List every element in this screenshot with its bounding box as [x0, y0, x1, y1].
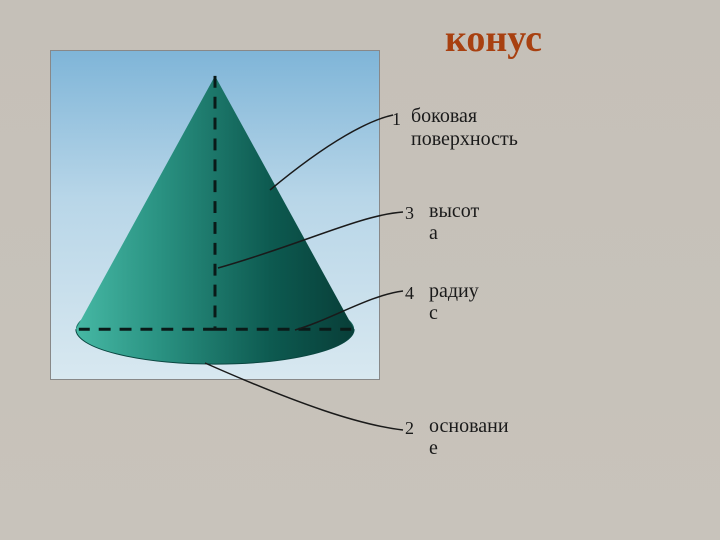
- label-number-4: 4: [405, 283, 414, 304]
- label-number-3: 3: [405, 203, 414, 224]
- label-text-4: радиу с: [429, 280, 479, 324]
- label-text-1: боковая поверхность: [411, 105, 518, 151]
- label-number-1: 1: [392, 109, 401, 130]
- cone-image-panel: [50, 50, 380, 380]
- label-text-2: основани е: [429, 415, 509, 459]
- cone-figure: [51, 51, 379, 379]
- diagram-title: конус: [445, 20, 542, 60]
- label-number-2: 2: [405, 418, 414, 439]
- label-text-3: высот а: [429, 200, 479, 244]
- title-line1: конус: [445, 18, 542, 60]
